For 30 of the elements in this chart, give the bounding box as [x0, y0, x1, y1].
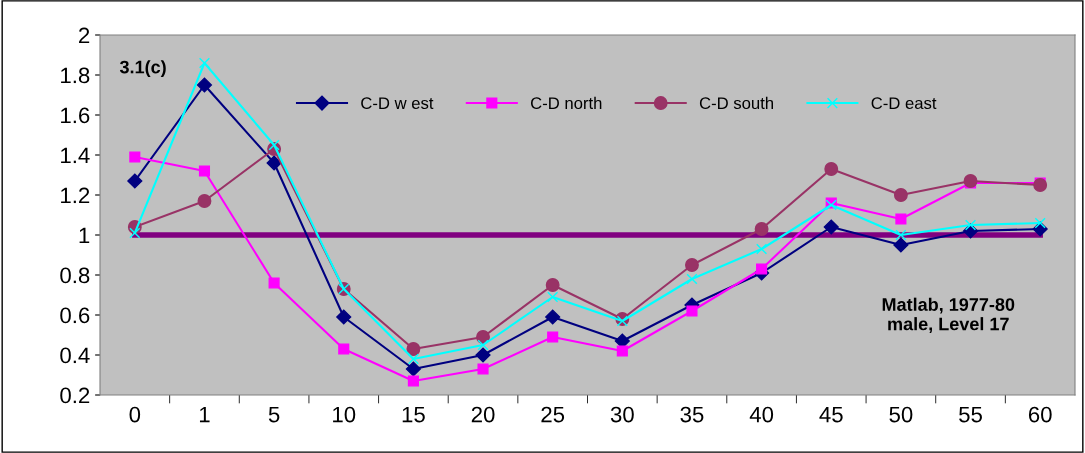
y-tick-label: 0.2 [60, 387, 90, 404]
y-tick-label: 0.8 [60, 267, 90, 284]
x-tick-label: 25 [541, 406, 565, 423]
legend-label: C-D east [871, 97, 937, 110]
x-tick-label: 1 [199, 406, 210, 423]
x-tick-label: 30 [610, 406, 634, 423]
x-tick-label: 20 [471, 406, 495, 423]
y-tick-label: 1.8 [61, 67, 90, 84]
y-tick-label: 1 [79, 227, 90, 244]
x-tick-label: 45 [819, 406, 843, 423]
annotation: 3.1(c) [119, 60, 166, 78]
y-tick-label: 1.6 [61, 107, 90, 124]
x-tick-label: 60 [1028, 406, 1052, 423]
x-tick-label: 55 [959, 406, 982, 423]
x-tick-label: 15 [402, 406, 425, 423]
legend-label: C-D north [531, 96, 602, 110]
x-tick-label: 50 [889, 406, 913, 423]
x-tick-label: 0 [129, 406, 141, 423]
legend-label: C-D w est [361, 97, 434, 110]
y-tick-label: 1.4 [61, 147, 90, 164]
x-tick-label: 40 [749, 406, 774, 423]
y-tick-label: 1.2 [61, 187, 90, 204]
x-tick-label: 35 [680, 406, 704, 423]
x-tick-label: 5 [268, 406, 280, 423]
legend-label: C-D south [699, 96, 773, 110]
y-tick-label: 2 [79, 27, 90, 44]
x-tick-label: 10 [333, 406, 356, 423]
annotation: Matlab, 1977-80 male, Level 17 [882, 297, 1015, 333]
y-tick-label: 0.4 [60, 347, 90, 364]
y-tick-label: 0.6 [60, 307, 90, 324]
